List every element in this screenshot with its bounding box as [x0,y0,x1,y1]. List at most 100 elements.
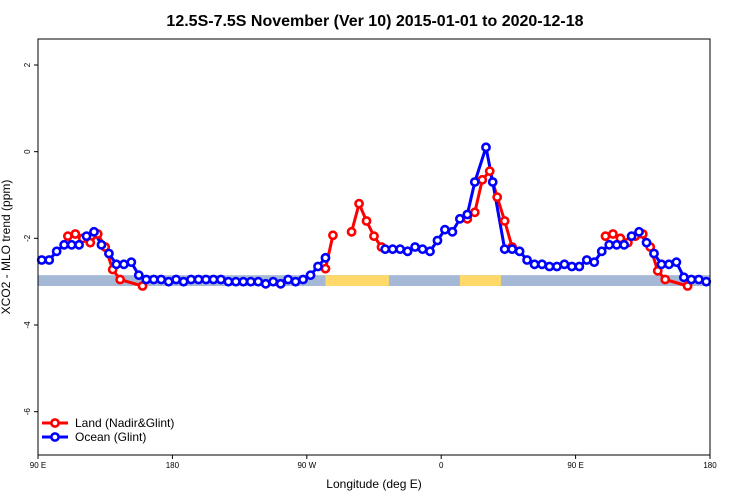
ocean-point [290,276,301,287]
ocean-point [298,274,308,285]
ocean-point [432,235,443,246]
ocean-point [417,244,428,255]
ocean-point [230,276,241,287]
ocean-point [440,224,450,235]
series-lines [41,145,707,288]
ocean-point [268,276,279,287]
ocean-point [208,274,219,285]
y-tick-label: 2 [23,62,32,67]
ocean-point [686,274,697,285]
ocean-point [581,255,592,265]
ocean-point [469,177,480,187]
ocean-point [193,274,204,285]
ocean-point [678,272,689,283]
land-point [115,274,126,285]
ocean-point [260,278,271,289]
ocean-point [596,246,607,257]
ocean-point [253,276,264,287]
ocean-point [163,276,174,287]
y-tick-label: 0 [23,149,32,154]
x-tick-label: 90 E [567,461,583,470]
ocean-point [245,276,256,287]
x-axis-label: Longitude (deg E) [326,477,421,491]
ocean-point [305,270,316,281]
ocean-point [171,274,182,285]
ocean-point [626,231,637,242]
land-point [361,216,372,226]
ocean-point [514,246,525,257]
ocean-point [671,257,682,268]
ocean-point [447,226,458,237]
ocean-point [201,274,211,285]
ocean-point [51,246,62,257]
ocean-point [186,274,196,285]
legend-land-label: Land (Nadir&Glint) [75,416,174,430]
ocean-point [529,259,540,270]
series-points [36,142,712,291]
ocean-point [111,259,122,270]
land-point [369,231,379,242]
ocean-point [81,231,92,242]
ocean-point [59,239,70,250]
ocean-point [380,244,391,255]
ocean-point [522,255,532,265]
ocean-point [275,278,286,289]
land-series-line [324,234,335,270]
ocean-point [118,259,129,270]
y-axis: 2 0 -2 -4 -6 [23,62,38,415]
ocean-point [402,246,413,257]
ocean-point [36,255,47,265]
y-tick-label: -4 [23,321,32,329]
ocean-point [156,274,167,285]
ocean-point [701,276,712,287]
ocean-point [425,246,435,257]
ocean-point [238,276,249,287]
ocean-point [44,255,55,265]
ocean-point [487,177,498,187]
ocean-point [481,142,491,153]
land-point [346,226,357,237]
x-tick-label: 90 E [30,461,46,470]
legend-ocean-label: Ocean (Glint) [75,430,146,444]
x-tick-label: 90 W [297,461,316,470]
ocean-point [462,209,473,220]
ocean-point [104,248,114,259]
ocean-point [544,261,555,272]
x-tick-label: 0 [439,461,444,470]
ocean-point [313,261,323,272]
ocean-point [507,244,518,255]
ocean-point [66,239,77,250]
ocean-point [320,252,331,263]
ocean-point [604,239,615,250]
land-point [320,263,331,274]
legend-ocean-marker [50,432,60,442]
land-point [608,229,618,239]
land-point [600,231,611,242]
legend-land-marker [50,418,60,428]
ocean-point [589,257,600,268]
land-point [62,231,73,242]
land-point [469,207,480,218]
ocean-point [656,259,667,270]
ocean-point [74,239,84,250]
ocean-point [552,261,562,272]
ocean-point [664,259,674,270]
ocean-point [178,276,189,287]
x-tick-label: 180 [703,461,717,470]
land-point [477,174,488,185]
x-axis: 90 E 180 90 W 0 90 E 180 [30,455,717,470]
ocean-point [223,276,234,287]
land-point [499,216,510,226]
chart-title: 12.5S-7.5S November (Ver 10) 2015-01-01 … [166,13,583,30]
ocean-point [619,239,630,250]
ocean-point [216,274,226,285]
ocean-point [499,244,510,255]
ocean-point [454,213,465,224]
ocean-point [148,274,159,285]
ocean-point [96,239,107,250]
ocean-point [641,237,652,248]
land-band-segment [459,275,501,286]
ocean-point [649,248,659,259]
ocean-point [559,259,570,270]
ocean-point [395,244,406,255]
